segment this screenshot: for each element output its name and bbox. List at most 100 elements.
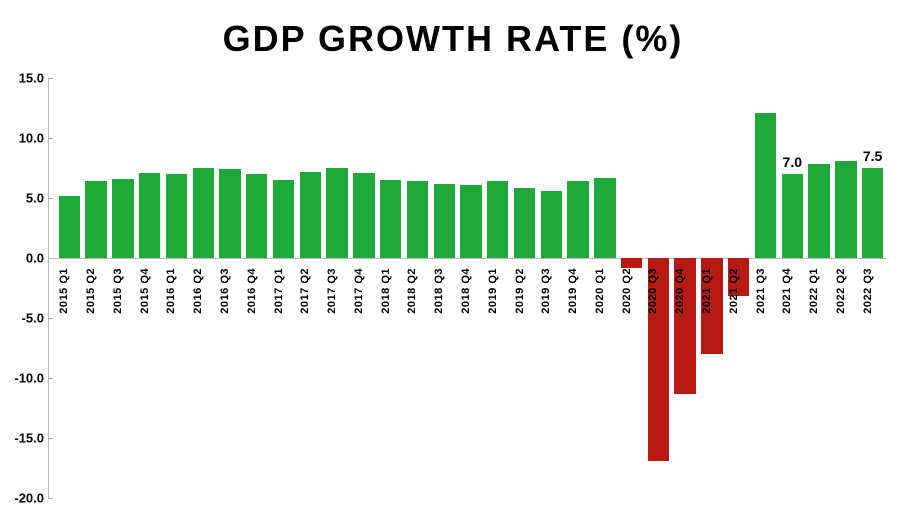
bar: [755, 113, 776, 258]
bar-slot: 2022 Q2: [832, 78, 859, 498]
y-tick-label: -10.0: [14, 371, 48, 386]
bar: [273, 180, 294, 258]
bar-slot: 2019 Q4: [565, 78, 592, 498]
bar-slot: 2019 Q3: [538, 78, 565, 498]
y-tick-label: 5.0: [26, 191, 48, 206]
category-label: 2022 Q2: [835, 268, 847, 314]
chart-title: GDP GROWTH RATE (%): [0, 0, 906, 60]
bar-slot: 2021 Q4 7.0: [779, 78, 806, 498]
y-axis-line: [48, 78, 49, 498]
bar-slot: 2020 Q1: [591, 78, 618, 498]
bar-slot: 2016 Q3: [217, 78, 244, 498]
bar-slot: 2019 Q1: [484, 78, 511, 498]
category-label: 2018 Q3: [433, 268, 445, 314]
bar: [219, 169, 240, 258]
y-tick: [48, 198, 53, 199]
data-label: 7.5: [863, 148, 882, 164]
category-label: 2021 Q4: [781, 268, 793, 314]
bar: [139, 173, 160, 258]
bar-slot: 2021 Q1: [699, 78, 726, 498]
category-label: 2020 Q1: [594, 268, 606, 314]
bar: [166, 174, 187, 258]
bar: [85, 181, 106, 258]
bar: [434, 184, 455, 258]
bar: [380, 180, 401, 258]
bar-slot: 2019 Q2: [511, 78, 538, 498]
bar: [246, 174, 267, 258]
bar: [567, 181, 588, 258]
bar-slot: 2016 Q4: [243, 78, 270, 498]
category-label: 2018 Q1: [380, 268, 392, 314]
y-tick-label: 10.0: [19, 131, 48, 146]
category-label: 2019 Q4: [567, 268, 579, 314]
chart-area: -20.0-15.0-10.0-5.00.05.010.015.0 2015 Q…: [48, 78, 886, 498]
category-label: 2015 Q1: [58, 268, 70, 314]
bar: [541, 191, 562, 258]
category-label: 2019 Q2: [514, 268, 526, 314]
data-label: 7.0: [783, 154, 802, 170]
bar-slot: 2022 Q1: [806, 78, 833, 498]
bar-slot: 2021 Q3: [752, 78, 779, 498]
bar: [514, 188, 535, 258]
category-label: 2015 Q4: [139, 268, 151, 314]
category-label: 2016 Q3: [219, 268, 231, 314]
y-tick: [48, 318, 53, 319]
category-label: 2016 Q1: [165, 268, 177, 314]
category-label: 2017 Q4: [353, 268, 365, 314]
bar: [835, 161, 856, 258]
bar: [326, 168, 347, 258]
y-tick: [48, 78, 53, 79]
bar-slot: 2017 Q1: [270, 78, 297, 498]
bar-slot: 2018 Q4: [458, 78, 485, 498]
y-tick-label: -15.0: [14, 431, 48, 446]
bar: [300, 172, 321, 258]
bar: [407, 181, 428, 258]
y-tick-label: -5.0: [22, 311, 48, 326]
category-label: 2015 Q2: [85, 268, 97, 314]
category-label: 2017 Q1: [273, 268, 285, 314]
bar-slot: 2020 Q2: [618, 78, 645, 498]
bar-slot: 2015 Q1: [56, 78, 83, 498]
bar-slot: 2020 Q3: [645, 78, 672, 498]
y-tick: [48, 138, 53, 139]
category-label: 2015 Q3: [112, 268, 124, 314]
bar-slot: 2018 Q2: [404, 78, 431, 498]
bar-slot: 2015 Q2: [83, 78, 110, 498]
bar-slot: 2016 Q2: [190, 78, 217, 498]
category-label: 2020 Q3: [647, 268, 659, 314]
category-label: 2016 Q2: [192, 268, 204, 314]
bar: [487, 181, 508, 258]
bar: [862, 168, 883, 258]
bar-slot: 2015 Q4: [136, 78, 163, 498]
category-label: 2021 Q1: [701, 268, 713, 314]
category-label: 2018 Q4: [460, 268, 472, 314]
bar: [353, 173, 374, 258]
bar: [594, 178, 615, 258]
category-label: 2022 Q3: [862, 268, 874, 314]
bar: [59, 196, 80, 258]
y-tick-label: -20.0: [14, 491, 48, 506]
category-label: 2017 Q2: [299, 268, 311, 314]
y-tick-label: 15.0: [19, 71, 48, 86]
bar-slot: 2016 Q1: [163, 78, 190, 498]
bar-slot: 2022 Q3 7.5: [859, 78, 886, 498]
bar-slot: 2021 Q2: [725, 78, 752, 498]
category-label: 2017 Q3: [326, 268, 338, 314]
y-tick: [48, 378, 53, 379]
bar: [782, 174, 803, 258]
bar: [460, 185, 481, 258]
bar: [112, 179, 133, 258]
y-tick: [48, 498, 53, 499]
category-label: 2022 Q1: [808, 268, 820, 314]
category-label: 2019 Q1: [487, 268, 499, 314]
category-label: 2018 Q2: [406, 268, 418, 314]
bar-slot: 2020 Q4: [672, 78, 699, 498]
category-label: 2016 Q4: [246, 268, 258, 314]
bar-slot: 2017 Q4: [351, 78, 378, 498]
category-label: 2021 Q3: [755, 268, 767, 314]
bar-slot: 2018 Q1: [377, 78, 404, 498]
bar: [621, 258, 642, 268]
bar-slot: 2015 Q3: [110, 78, 137, 498]
category-label: 2020 Q2: [621, 268, 633, 314]
y-tick: [48, 438, 53, 439]
